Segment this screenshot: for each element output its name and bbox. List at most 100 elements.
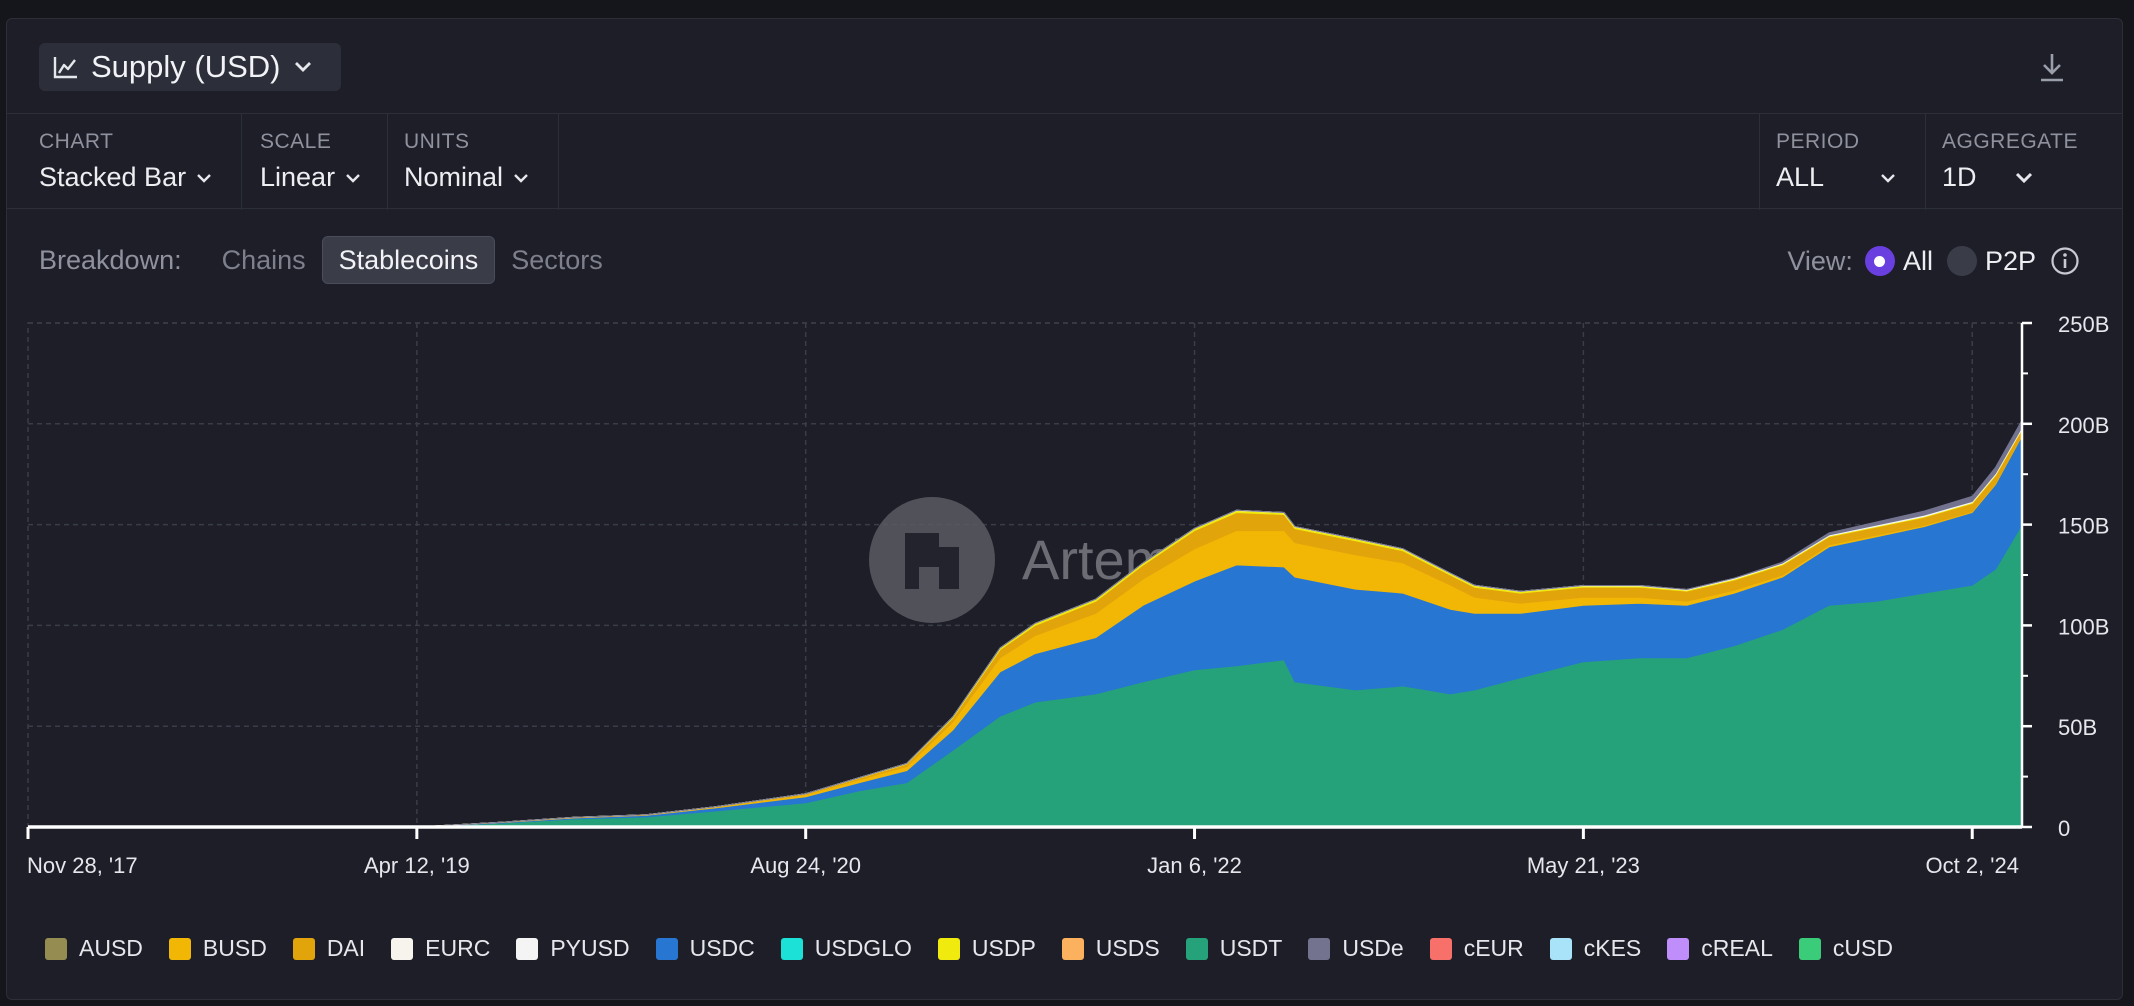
legend-item-pyusd[interactable]: PYUSD — [516, 935, 630, 962]
units-label: UNITS — [404, 130, 470, 153]
y-tick-label: 150B — [2058, 514, 2109, 539]
legend-swatch — [168, 937, 191, 960]
chart-legend: AUSD BUSD DAI EURC PYUSD USDC USDGLO USDP USDS US… — [45, 935, 1919, 962]
x-tick-label: Nov 28, '17 — [27, 853, 138, 878]
legend-swatch — [655, 937, 678, 960]
legend-label: cEUR — [1463, 935, 1524, 961]
y-tick-label: 200B — [2058, 413, 2109, 438]
legend-swatch — [1798, 937, 1821, 960]
period-select[interactable]: PERIOD ALL — [1759, 114, 1925, 210]
chevron-down-icon — [514, 173, 528, 183]
legend-item-usdp[interactable]: USDP — [937, 935, 1036, 962]
legend-label: DAI — [326, 935, 366, 961]
legend-label: cKES — [1583, 935, 1642, 961]
view-p2p-label[interactable]: P2P — [1984, 245, 2036, 276]
x-tick-label: Apr 12, '19 — [364, 853, 470, 878]
metric-selector[interactable]: Supply (USD) — [39, 43, 341, 91]
chevron-down-icon — [294, 62, 311, 72]
legend-label: BUSD — [202, 935, 267, 961]
chart-type-select[interactable]: CHART Stacked Bar — [7, 114, 242, 210]
legend-swatch — [937, 937, 960, 960]
aggregate-label: AGGREGATE — [1942, 130, 2078, 153]
view-toggle: View: All P2P — [1787, 241, 2080, 281]
legend-item-usds[interactable]: USDS — [1061, 935, 1160, 962]
view-all-radio[interactable] — [1864, 246, 1895, 276]
legend-item-ausd[interactable]: AUSD — [45, 935, 143, 962]
legend-item-usdt[interactable]: USDT — [1185, 935, 1283, 962]
chart-series — [28, 418, 2023, 828]
tab-sectors[interactable]: Sectors — [511, 244, 603, 275]
legend-item-creal[interactable]: cREAL — [1667, 935, 1773, 962]
tab-stablecoins[interactable]: Stablecoins — [321, 236, 496, 284]
scale-select[interactable]: SCALE Linear — [242, 114, 388, 210]
legend-label: USDe — [1342, 935, 1404, 961]
legend-item-ceur[interactable]: cEUR — [1429, 935, 1524, 962]
units-value: Nominal — [404, 162, 504, 192]
legend-label: cREAL — [1701, 935, 1773, 961]
legend-swatch — [1308, 937, 1331, 960]
tab-chains[interactable]: Chains — [221, 244, 306, 275]
breakdown-bar: Breakdown: Chains Stablecoins Sectors — [39, 235, 619, 285]
metric-title: Supply (USD) — [91, 49, 281, 84]
scale-value: Linear — [260, 162, 336, 192]
legend-swatch — [780, 937, 803, 960]
chevron-down-icon — [346, 173, 360, 183]
period-label: PERIOD — [1776, 130, 1860, 153]
period-value: ALL — [1776, 162, 1825, 192]
legend-label: USDGLO — [814, 935, 912, 961]
legend-label: AUSD — [79, 935, 143, 961]
legend-item-usdc[interactable]: USDC — [655, 935, 755, 962]
legend-item-dai[interactable]: DAI — [292, 935, 366, 962]
x-tick-label: Jan 6, '22 — [1147, 853, 1242, 878]
info-icon[interactable] — [2050, 246, 2080, 276]
aggregate-value: 1D — [1942, 162, 1977, 192]
legend-swatch — [1429, 937, 1452, 960]
x-tick-label: Oct 2, '24 — [1925, 853, 2018, 878]
chart-panel: Supply (USD) CHART Stacked Bar SCALE Lin… — [6, 18, 2123, 1000]
breakdown-label: Breakdown: — [39, 244, 182, 275]
view-all-label[interactable]: All — [1902, 245, 1933, 276]
legend-label: USDP — [971, 935, 1036, 961]
chart-controls: CHART Stacked Bar SCALE Linear UNITS Nom… — [7, 113, 2122, 210]
legend-swatch — [45, 937, 67, 960]
line-chart-icon — [53, 57, 77, 79]
legend-label: USDT — [1219, 935, 1283, 961]
aggregate-select[interactable]: AGGREGATE 1D — [1925, 114, 2122, 210]
legend-swatch — [1185, 937, 1208, 960]
legend-swatch — [391, 937, 414, 960]
legend-swatch — [1549, 937, 1572, 960]
legend-swatch — [1667, 937, 1690, 960]
chart-axes: 0 50B 100B 150B 200B 250B Nov 28, '17 Apr 12, '… — [26, 312, 2109, 878]
view-label: View: — [1787, 245, 1853, 276]
legend-item-cusd[interactable]: cUSD — [1798, 935, 1893, 962]
chart-type-label: CHART — [39, 130, 114, 153]
legend-item-usde[interactable]: USDe — [1308, 935, 1404, 962]
download-icon[interactable] — [2034, 49, 2070, 85]
chevron-down-icon — [197, 173, 211, 183]
legend-item-eurc[interactable]: EURC — [391, 935, 490, 962]
chart-type-value: Stacked Bar — [39, 162, 187, 192]
y-tick-label: 250B — [2058, 312, 2109, 337]
legend-item-busd[interactable]: BUSD — [168, 935, 267, 962]
chevron-down-icon — [2015, 172, 2033, 183]
y-tick-label: 50B — [2058, 715, 2097, 740]
legend-swatch — [1061, 937, 1084, 960]
legend-swatch — [292, 937, 315, 960]
x-tick-label: Aug 24, '20 — [750, 853, 861, 878]
legend-label: PYUSD — [550, 935, 630, 961]
legend-item-usdglo[interactable]: USDGLO — [780, 935, 912, 962]
legend-label: USDC — [689, 935, 755, 961]
x-tick-label: May 21, '23 — [1527, 853, 1640, 878]
legend-label: EURC — [425, 935, 491, 961]
y-tick-label: 0 — [2058, 816, 2070, 841]
legend-label: USDS — [1095, 935, 1160, 961]
legend-swatch — [516, 937, 539, 960]
scale-label: SCALE — [260, 130, 332, 153]
view-p2p-radio[interactable] — [1946, 246, 1977, 276]
legend-label: cUSD — [1832, 935, 1893, 961]
legend-item-ckes[interactable]: cKES — [1549, 935, 1642, 962]
units-select[interactable]: UNITS Nominal — [388, 114, 559, 210]
y-tick-label: 100B — [2058, 614, 2109, 639]
chevron-down-icon — [1881, 173, 1895, 183]
